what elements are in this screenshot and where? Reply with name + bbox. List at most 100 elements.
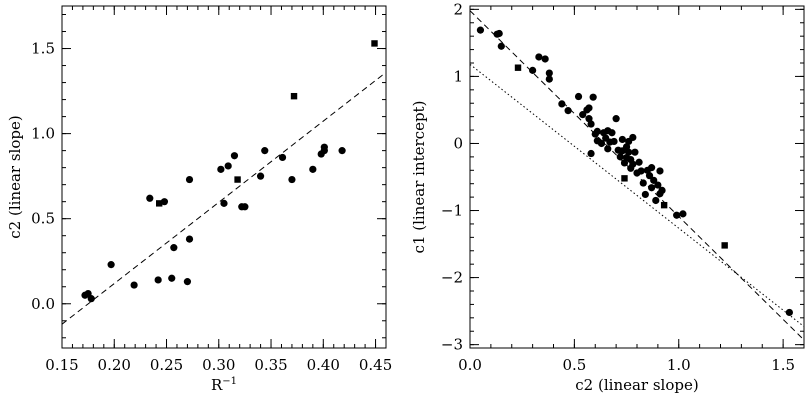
data-point	[320, 147, 328, 155]
x-tick-label: 0.45	[359, 356, 392, 374]
x-axis-label-text: c2 (linear slope)	[575, 376, 698, 394]
data-point	[645, 172, 654, 180]
data-point	[610, 137, 618, 146]
data-point	[256, 172, 265, 180]
data-point	[625, 148, 633, 156]
data-point	[495, 29, 503, 38]
y-axis-label: c2 (linear slope)	[6, 115, 24, 238]
data-point	[585, 104, 593, 112]
x-axis-label: c2 (linear slope)	[575, 376, 698, 394]
data-point	[785, 308, 793, 317]
data-point	[168, 274, 176, 282]
y-tick-label: −3	[441, 336, 463, 354]
y-tick-label: 1.0	[31, 125, 55, 143]
y-tick-label: 0.5	[31, 210, 55, 228]
data-point	[587, 149, 595, 158]
data-point	[564, 107, 572, 115]
data-point	[648, 184, 656, 192]
data-point	[497, 42, 505, 50]
x-tick-label: 0.30	[202, 356, 235, 374]
x-tick-label: 0.0	[458, 356, 482, 374]
fit-line-dotted	[470, 63, 804, 327]
right-chart: 0.0 0.5 1.0 1.5 −3 −2 −1 0 1 2 c2 (linear slope) c1…	[410, 0, 805, 394]
data-point	[545, 69, 553, 77]
y-tick-label: 0.0	[31, 295, 55, 313]
data-point	[658, 186, 666, 195]
data-point	[288, 175, 296, 184]
y-tick-label: 1	[453, 67, 463, 85]
data-point	[587, 120, 595, 128]
data-point	[230, 152, 239, 160]
data-point	[535, 53, 543, 61]
data-point	[87, 295, 95, 303]
x-tick-label: 0.20	[98, 356, 131, 374]
data-point	[558, 100, 566, 108]
left-chart: 0.15 0.20 0.25 0.30 0.35 0.40 0.45 0.0 0.5 1.0 1.5…	[6, 5, 392, 394]
data-point	[635, 158, 643, 166]
data-point-square	[721, 242, 728, 249]
data-point	[673, 211, 681, 219]
x-tick-label: 0.40	[307, 356, 340, 374]
data-point	[278, 153, 287, 162]
x-tick-label: 0.25	[150, 356, 183, 374]
x-tick-label: 0.35	[254, 356, 287, 374]
data-point-square	[660, 201, 668, 209]
data-point	[629, 133, 637, 142]
data-point	[650, 176, 658, 184]
y-tick-label: 0	[453, 134, 463, 152]
data-point	[146, 194, 154, 202]
x-tick-label: 0.15	[45, 356, 78, 374]
data-point	[639, 179, 647, 187]
data-point	[618, 135, 626, 144]
data-point	[589, 93, 597, 101]
data-point	[183, 278, 192, 286]
data-point-square	[234, 176, 241, 183]
data-point	[338, 147, 346, 155]
data-point	[261, 147, 269, 155]
data-point	[545, 75, 553, 83]
data-point-square	[290, 92, 298, 100]
x-axis-label-sup: −1	[222, 376, 237, 387]
data-point	[631, 148, 639, 156]
plot-frame	[469, 5, 805, 349]
data-point	[309, 165, 317, 173]
data-point	[597, 139, 606, 148]
data-point-square	[371, 40, 378, 47]
data-point-square	[156, 200, 163, 207]
data-point	[130, 281, 138, 289]
y-tick-label: −2	[441, 269, 463, 287]
data-point	[641, 190, 649, 199]
data-point	[154, 276, 162, 284]
data-point	[637, 167, 645, 175]
data-point	[616, 153, 624, 161]
x-axis-label: R−1	[211, 376, 237, 394]
y-axis-label: c1 (linear intercept)	[410, 101, 428, 254]
y-tick-label: 1.5	[31, 40, 55, 58]
data-point	[612, 115, 620, 123]
data-point	[541, 55, 549, 63]
data-point	[185, 175, 194, 184]
data-point	[107, 261, 115, 269]
x-tick-label: 1.5	[771, 356, 795, 374]
data-point-square	[621, 175, 628, 182]
y-tick-label: 2	[453, 0, 463, 18]
x-tick-label: 1.0	[667, 356, 691, 374]
data-point	[679, 210, 687, 218]
data-point	[652, 196, 660, 205]
data-point	[608, 129, 616, 137]
data-point	[185, 235, 194, 243]
data-point	[220, 199, 228, 207]
y-tick-label: −1	[441, 202, 463, 220]
data-point	[593, 127, 601, 135]
x-tick-label: 0.5	[562, 356, 586, 374]
plot-frame	[61, 5, 387, 349]
data-point	[574, 92, 583, 101]
data-point	[656, 167, 664, 175]
data-point-square	[514, 64, 522, 71]
data-point	[217, 165, 225, 173]
data-point	[224, 162, 232, 170]
data-point	[529, 66, 537, 74]
data-point	[648, 164, 656, 172]
data-point	[241, 203, 249, 211]
